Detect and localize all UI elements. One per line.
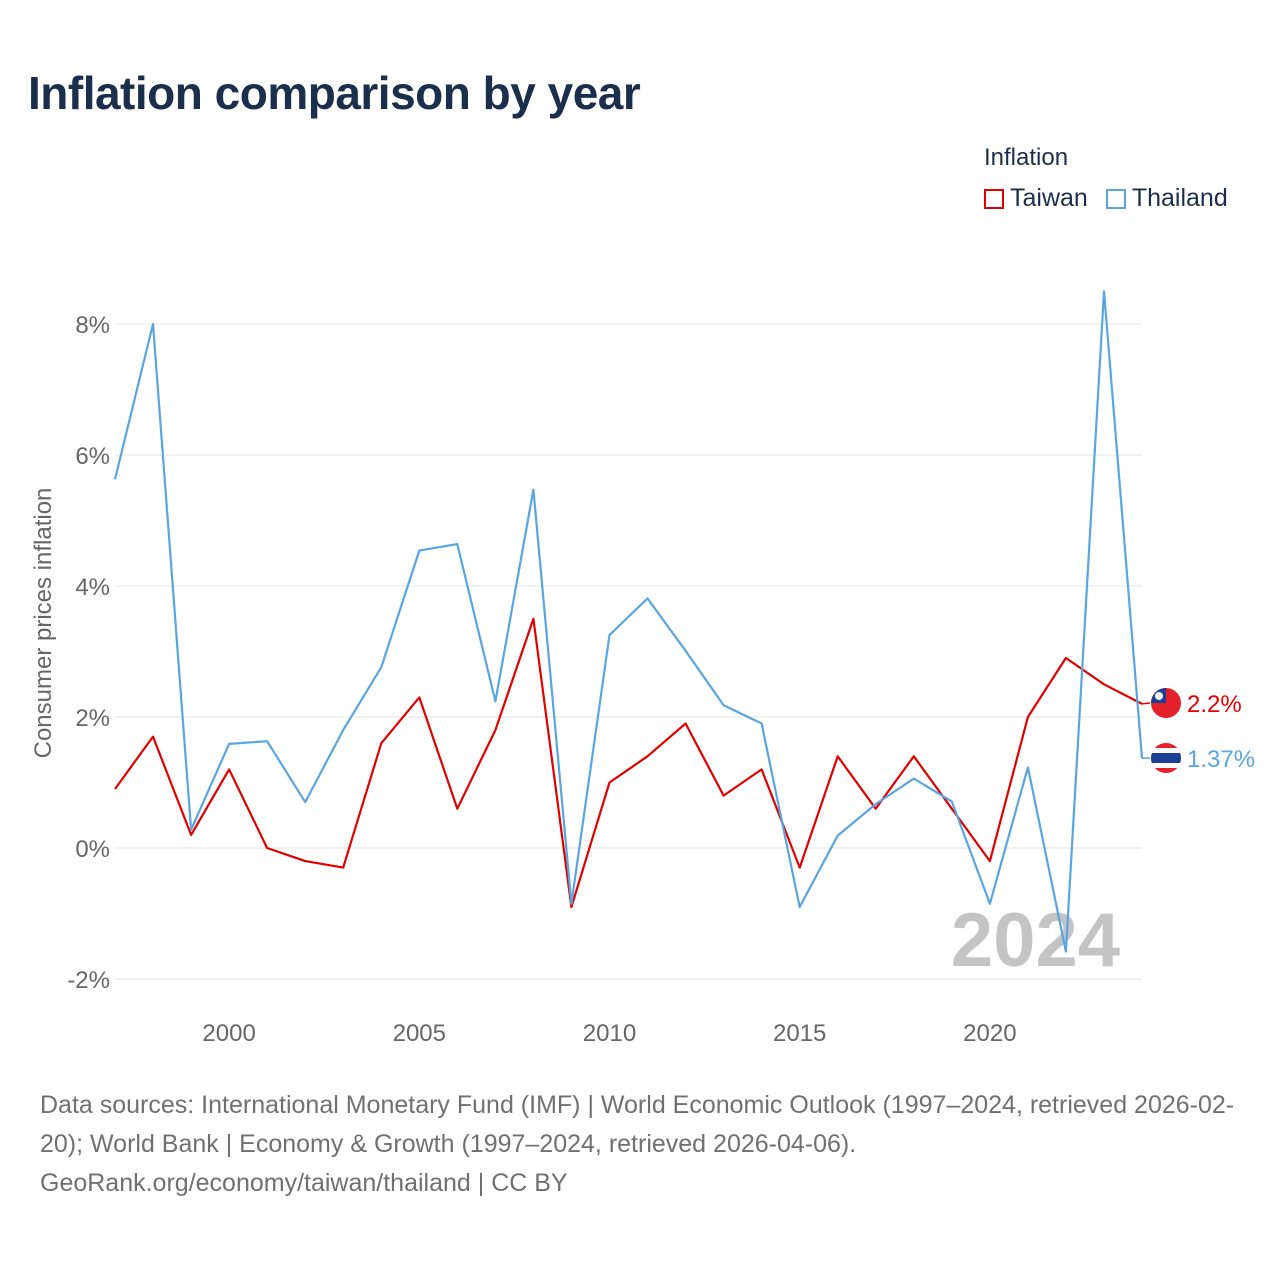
credit-text: GeoRank.org/economy/taiwan/thailand | CC…: [40, 1169, 568, 1197]
line-chart: 2024 -2% 0% 2% 4% 6% 8% 2000 2005 2010 2015 2020 C…: [30, 290, 1255, 1047]
y-axis-label: Consumer prices inflation: [30, 488, 57, 759]
end-label-taiwan: 2.2%: [1187, 691, 1242, 718]
end-connector-taiwan: [1141, 702, 1151, 705]
x-tick-label: 2010: [583, 1020, 636, 1047]
y-tick-label: 8%: [75, 312, 110, 339]
y-tick-label: 0%: [75, 836, 110, 863]
y-tick-label: -2%: [67, 967, 110, 994]
x-tick-label: 2005: [393, 1020, 446, 1047]
legend-label-thailand: Thailand: [1131, 184, 1228, 212]
legend-swatch-taiwan: [984, 188, 1004, 209]
legend-label-taiwan: Taiwan: [1010, 184, 1088, 212]
footer: Data sources: International Monetary Fun…: [40, 1086, 1250, 1203]
y-tick-label: 2%: [75, 705, 110, 732]
x-tick-label: 2000: [202, 1020, 255, 1047]
taiwan-flag-icon: [1151, 688, 1181, 718]
x-tick-label: 2020: [963, 1020, 1016, 1047]
legend-item-thailand[interactable]: Thailand: [1105, 184, 1228, 213]
year-watermark: 2024: [951, 898, 1120, 983]
chart-title: Inflation comparison by year: [28, 67, 641, 119]
y-tick-label: 4%: [75, 574, 110, 601]
y-tick-label: 6%: [75, 443, 110, 470]
legend-swatch-thailand: [1105, 188, 1126, 209]
series-line-thailand[interactable]: [113, 290, 1144, 953]
legend-item-taiwan[interactable]: Taiwan: [984, 184, 1088, 213]
thailand-flag-icon: [1151, 743, 1181, 773]
data-sources-text: Data sources: International Monetary Fun…: [40, 1091, 1235, 1158]
series-line-taiwan[interactable]: [114, 617, 1143, 909]
x-tick-label: 2015: [773, 1020, 826, 1047]
end-label-thailand: 1.37%: [1187, 746, 1255, 773]
legend: Inflation Taiwan Thailand: [984, 144, 1228, 213]
legend-title: Inflation: [984, 144, 1069, 171]
